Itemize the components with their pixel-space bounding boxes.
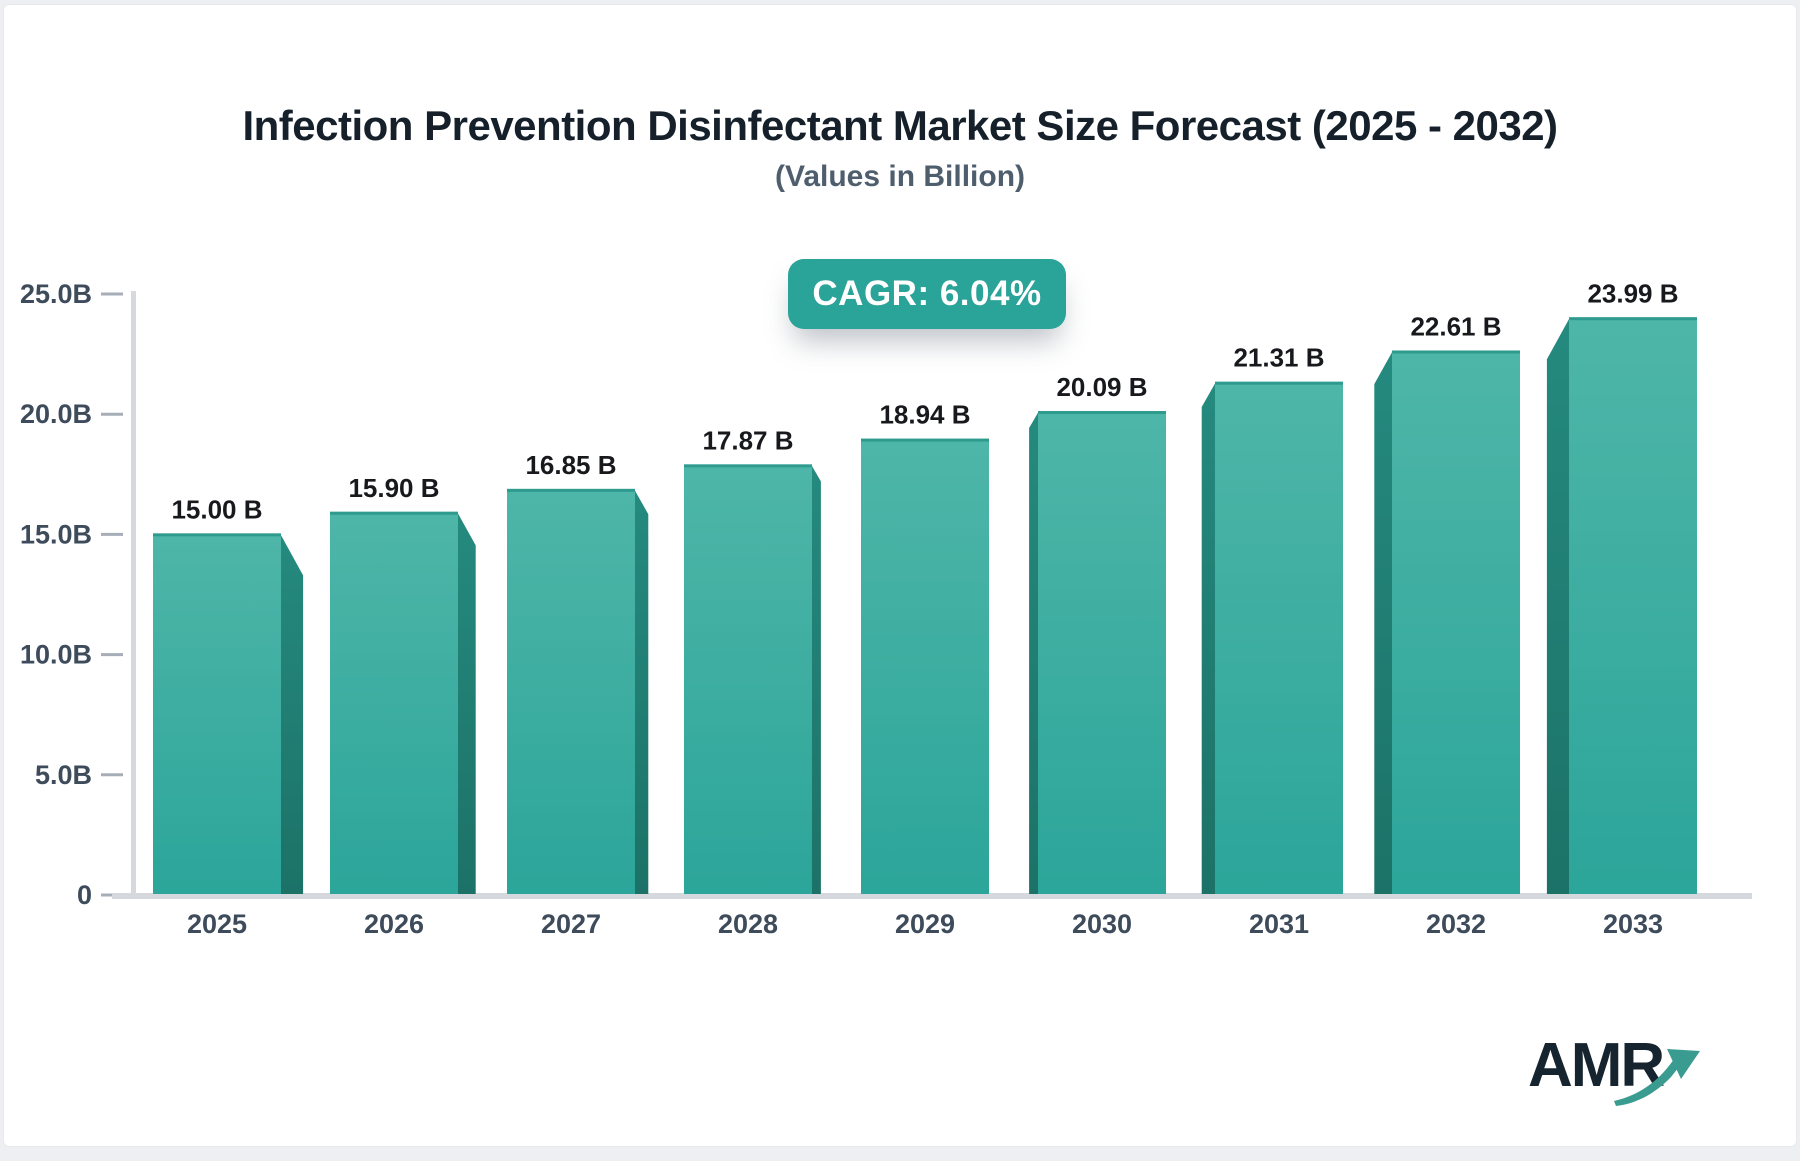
svg-text:5.0B: 5.0B [35, 760, 92, 790]
svg-text:21.31 B: 21.31 B [1233, 343, 1324, 373]
growth-arrow-icon [1614, 1049, 1700, 1106]
cagr-badge: CAGR: 6.04% [788, 259, 1066, 329]
cagr-badge-label: CAGR: 6.04% [812, 274, 1042, 313]
svg-text:2025: 2025 [187, 909, 247, 939]
svg-text:17.87 B: 17.87 B [702, 425, 793, 455]
svg-text:23.99 B: 23.99 B [1587, 278, 1678, 308]
svg-text:16.85 B: 16.85 B [525, 450, 616, 480]
svg-text:15.00 B: 15.00 B [171, 494, 262, 524]
svg-text:0: 0 [77, 880, 92, 910]
svg-text:2027: 2027 [541, 909, 601, 939]
chart-card: Infection Prevention Disinfectant Market… [3, 4, 1797, 1147]
chart-subtitle: (Values in Billion) [774, 160, 1026, 193]
page-title: Infection Prevention Disinfectant Market… [242, 102, 1558, 149]
svg-text:18.94 B: 18.94 B [879, 400, 970, 430]
svg-text:10.0B: 10.0B [20, 640, 92, 670]
svg-text:25.0B: 25.0B [20, 279, 92, 309]
svg-text:20.0B: 20.0B [20, 399, 92, 429]
svg-text:15.0B: 15.0B [20, 519, 92, 549]
svg-text:22.61 B: 22.61 B [1410, 311, 1501, 341]
amr-logo-text: AMR [1528, 1031, 1665, 1100]
svg-text:2033: 2033 [1603, 909, 1663, 939]
svg-text:2030: 2030 [1072, 909, 1132, 939]
svg-text:2029: 2029 [895, 909, 955, 939]
svg-text:2032: 2032 [1426, 909, 1486, 939]
svg-text:15.90 B: 15.90 B [348, 473, 439, 503]
svg-text:20.09 B: 20.09 B [1056, 372, 1147, 402]
svg-text:2026: 2026 [364, 909, 424, 939]
bar-chart: 25.0B 20.0B 15.0B 10.0B 5.0B 0 15.00 B 2025 15.9… [20, 278, 1752, 939]
amr-logo: AMR [1528, 1035, 1728, 1125]
svg-text:2028: 2028 [718, 909, 778, 939]
svg-text:2031: 2031 [1249, 909, 1309, 939]
